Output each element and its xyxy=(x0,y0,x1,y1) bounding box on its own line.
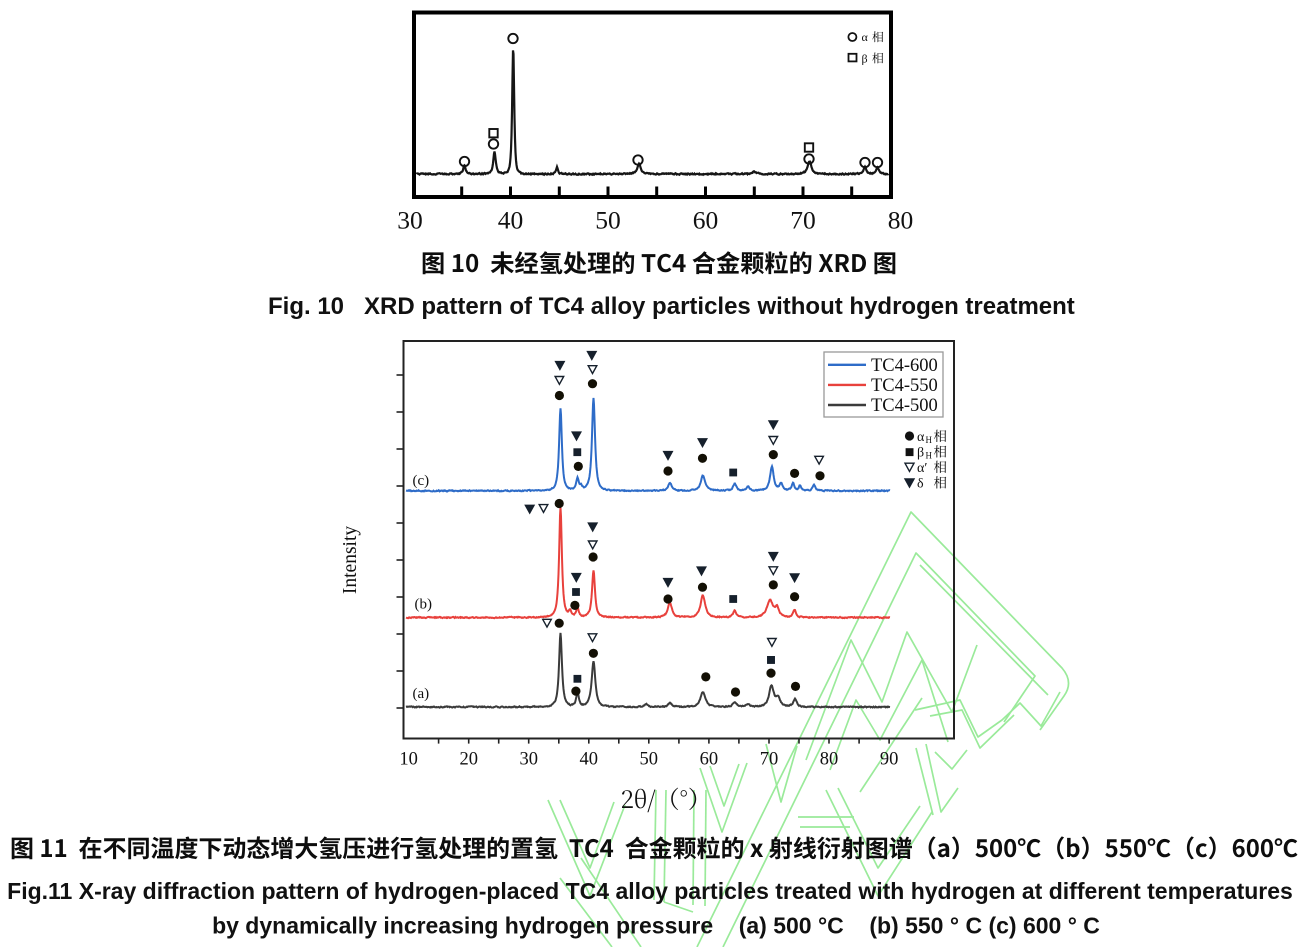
svg-text:60: 60 xyxy=(700,750,719,770)
svg-text:80: 80 xyxy=(820,750,839,770)
svg-text:δ: δ xyxy=(917,477,924,492)
svg-text:30: 30 xyxy=(397,206,423,235)
svg-text:TC4-550: TC4-550 xyxy=(871,376,938,396)
svg-text:50: 50 xyxy=(640,750,659,770)
svg-text:Fig. 10 XRD pattern of TC4 a: Fig. 10 XRD pattern of TC4 alloy particl… xyxy=(268,293,1075,320)
svg-text:50: 50 xyxy=(595,206,621,235)
svg-text:10: 10 xyxy=(399,750,418,770)
svg-text:α: α xyxy=(862,30,869,44)
svg-text:α: α xyxy=(917,430,925,445)
svg-text:70: 70 xyxy=(760,750,779,770)
svg-text:90: 90 xyxy=(880,750,899,770)
svg-text:40: 40 xyxy=(498,206,524,235)
svg-text:β: β xyxy=(862,51,868,65)
svg-text:(a): (a) xyxy=(413,686,430,702)
svg-text:α′: α′ xyxy=(917,461,927,476)
svg-text:Fig.11 X-ray diffraction patte: Fig.11 X-ray diffraction pattern of hydr… xyxy=(7,878,1293,904)
svg-text:30: 30 xyxy=(519,750,538,770)
svg-text:40: 40 xyxy=(580,750,599,770)
svg-text:60: 60 xyxy=(693,206,719,235)
svg-text:80: 80 xyxy=(888,206,914,235)
svg-text:H: H xyxy=(926,451,933,461)
svg-text:(b): (b) xyxy=(415,597,433,613)
svg-text:Intensity: Intensity xyxy=(340,526,361,594)
svg-text:β: β xyxy=(917,446,924,461)
svg-text:TC4-500: TC4-500 xyxy=(871,396,938,416)
svg-text:H: H xyxy=(926,435,933,445)
svg-text:(c): (c) xyxy=(413,473,430,489)
svg-text:TC4-600: TC4-600 xyxy=(871,356,938,376)
svg-text:by dynamically increasing hydr: by dynamically increasing hydrogen press… xyxy=(212,913,1100,939)
svg-text:70: 70 xyxy=(790,206,816,235)
svg-text:20: 20 xyxy=(459,750,478,770)
